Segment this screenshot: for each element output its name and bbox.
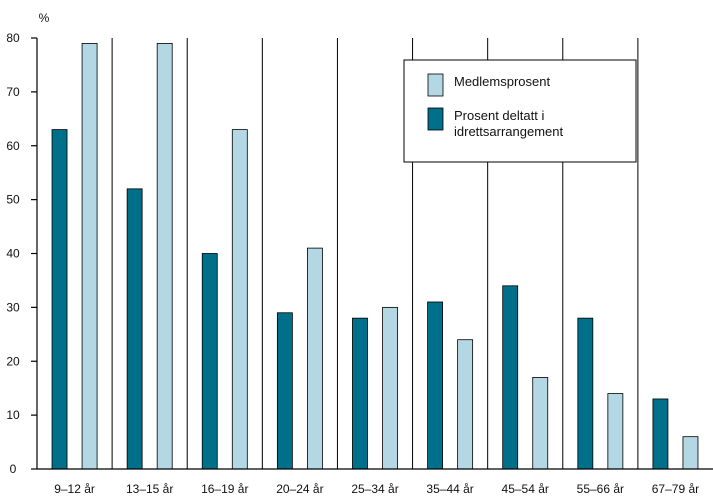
legend-swatch (427, 73, 444, 97)
y-axis-label: % (39, 11, 50, 25)
legend-swatch (427, 107, 444, 131)
bar-deltatt (126, 188, 143, 470)
x-tick-label: 35–44 år (426, 482, 473, 496)
legend-label: idrettsarrangement (454, 124, 563, 139)
x-tick-label: 67–79 år (652, 482, 699, 496)
y-tick-label: 70 (6, 85, 20, 99)
bar-medlem (457, 339, 474, 470)
bar-deltatt (352, 317, 368, 470)
y-tick-label: 60 (6, 139, 20, 153)
legend: Medlemsprosent Prosent deltatt iidrettsar… (403, 59, 637, 163)
x-tick-label: 20–24 år (276, 482, 323, 496)
y-tick-label: 50 (6, 193, 20, 207)
bar-deltatt (201, 253, 218, 470)
y-tick-label: 30 (6, 300, 20, 314)
y-axis: % 0 10 20 30 40 50 60 70 80 (6, 11, 49, 476)
legend-label: Medlemsprosent (454, 74, 550, 89)
x-tick-label: 13–15 år (126, 482, 173, 496)
y-tick-label: 0 (10, 462, 17, 476)
x-tick-label: 25–34 år (351, 482, 398, 496)
bar-deltatt (427, 301, 444, 470)
bar-medlem (231, 129, 248, 470)
legend-label: Prosent deltatt i (454, 108, 544, 123)
bar-medlem (682, 436, 699, 470)
bar-medlem (156, 42, 173, 470)
x-axis: 9–12 år 13–15 år 16–19 år 20–24 år 25–34 år 3… (37, 468, 713, 496)
bar-medlem (607, 393, 624, 470)
bar-deltatt (276, 312, 293, 470)
x-tick-label: 9–12 år (54, 482, 95, 496)
y-tick-label: 80 (6, 31, 20, 45)
y-tick-label: 10 (6, 408, 20, 422)
x-tick-label: 16–19 år (201, 482, 248, 496)
bar-deltatt (652, 398, 669, 470)
y-tick-label: 40 (6, 247, 20, 261)
bar-medlem (81, 42, 98, 470)
y-tick-label: 20 (6, 354, 20, 368)
bar-medlem (382, 306, 398, 470)
x-tick-label: 55–66 år (577, 482, 624, 496)
category-dividers (111, 38, 639, 469)
bar-medlem (306, 247, 323, 470)
bar-deltatt (51, 129, 68, 470)
bars (51, 42, 699, 470)
x-tick-label: 45–54 år (502, 482, 549, 496)
bar-deltatt (577, 317, 594, 470)
bar-deltatt (502, 285, 519, 470)
bar-medlem (532, 377, 549, 470)
